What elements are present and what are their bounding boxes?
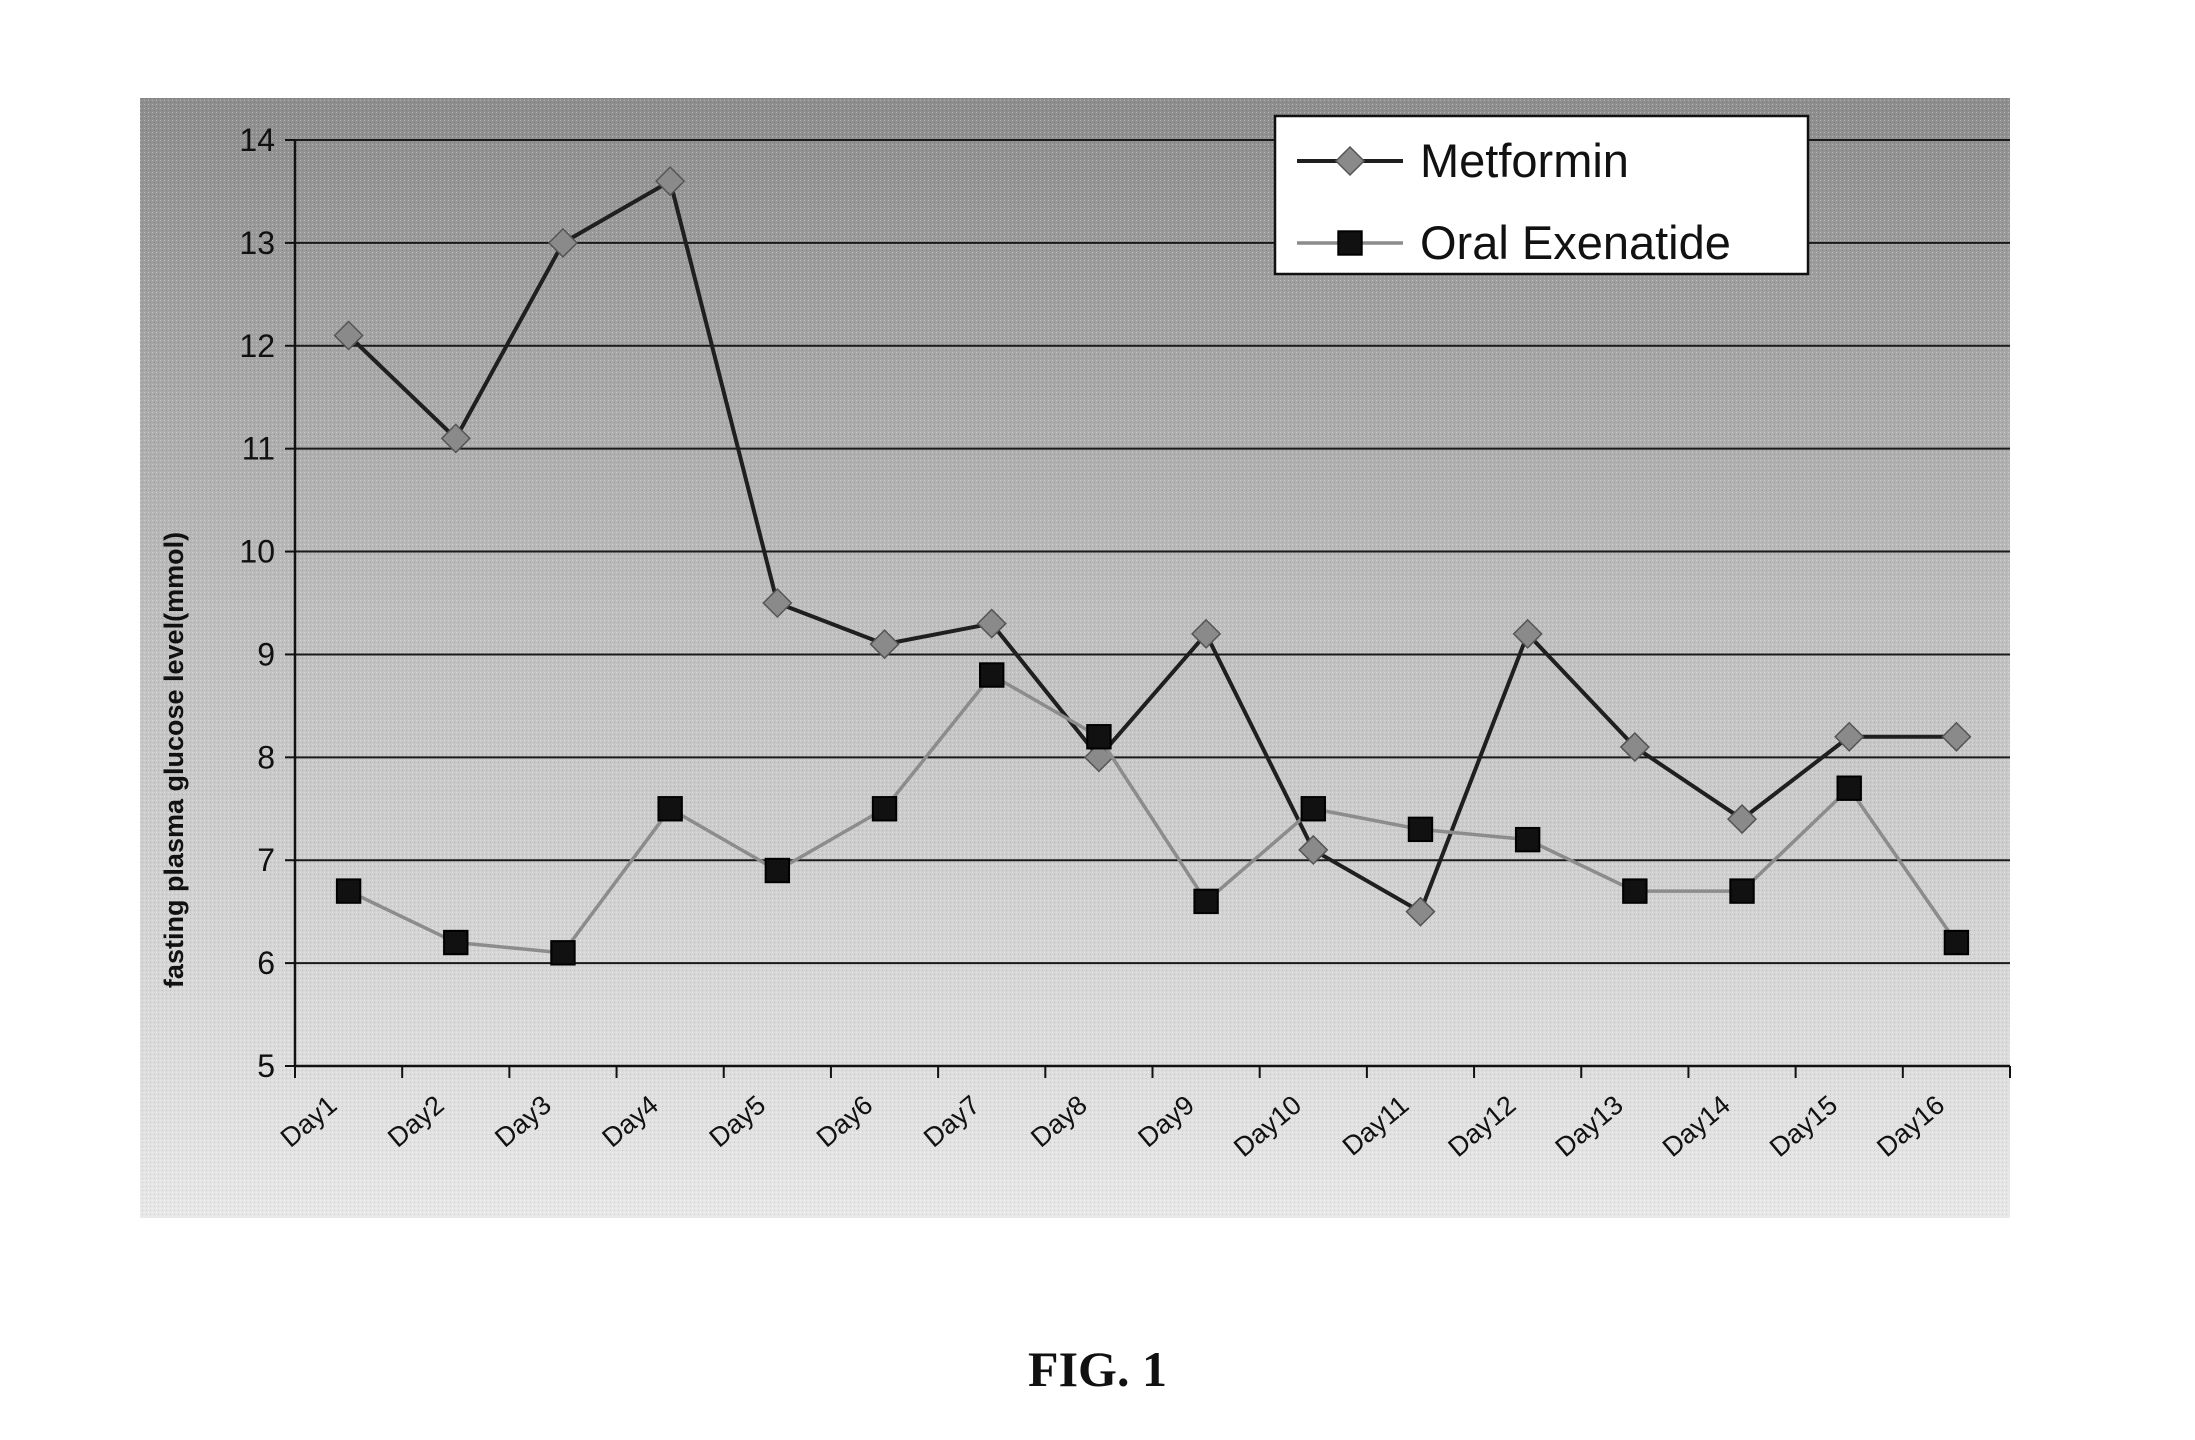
y-tick-label: 12	[239, 328, 275, 364]
y-tick-label: 5	[257, 1048, 275, 1084]
data-point	[1409, 818, 1432, 841]
line-chart: 567891011121314Day1Day2Day3Day4Day5Day6D…	[0, 0, 2195, 1440]
data-point	[873, 797, 896, 820]
y-tick-label: 8	[257, 739, 275, 775]
data-point	[1623, 879, 1646, 902]
legend-label: Metformin	[1420, 134, 1629, 187]
data-point	[1730, 879, 1753, 902]
data-point	[766, 859, 789, 882]
legend-label: Oral Exenatide	[1420, 216, 1731, 269]
data-point	[1338, 231, 1361, 254]
y-tick-label: 6	[257, 945, 275, 981]
data-point	[1302, 797, 1325, 820]
data-point	[1087, 725, 1110, 748]
data-point	[1838, 777, 1861, 800]
figure: 567891011121314Day1Day2Day3Day4Day5Day6D…	[0, 0, 2195, 1440]
data-point	[1194, 890, 1217, 913]
y-tick-label: 14	[239, 122, 275, 158]
data-point	[980, 663, 1003, 686]
y-tick-label: 13	[239, 225, 275, 261]
data-point	[444, 931, 467, 954]
data-point	[1945, 931, 1968, 954]
y-tick-label: 9	[257, 636, 275, 672]
data-point	[658, 797, 681, 820]
data-point	[1516, 828, 1539, 851]
y-tick-label: 7	[257, 842, 275, 878]
y-axis-label: fasting plasma glucose level(mmol)	[159, 532, 189, 988]
figure-caption: FIG. 1	[0, 1340, 2195, 1398]
y-tick-label: 10	[239, 534, 275, 570]
data-point	[551, 941, 574, 964]
data-point	[337, 879, 360, 902]
y-tick-label: 11	[242, 431, 275, 467]
legend: Metformin Oral Exenatide	[1275, 116, 1808, 274]
